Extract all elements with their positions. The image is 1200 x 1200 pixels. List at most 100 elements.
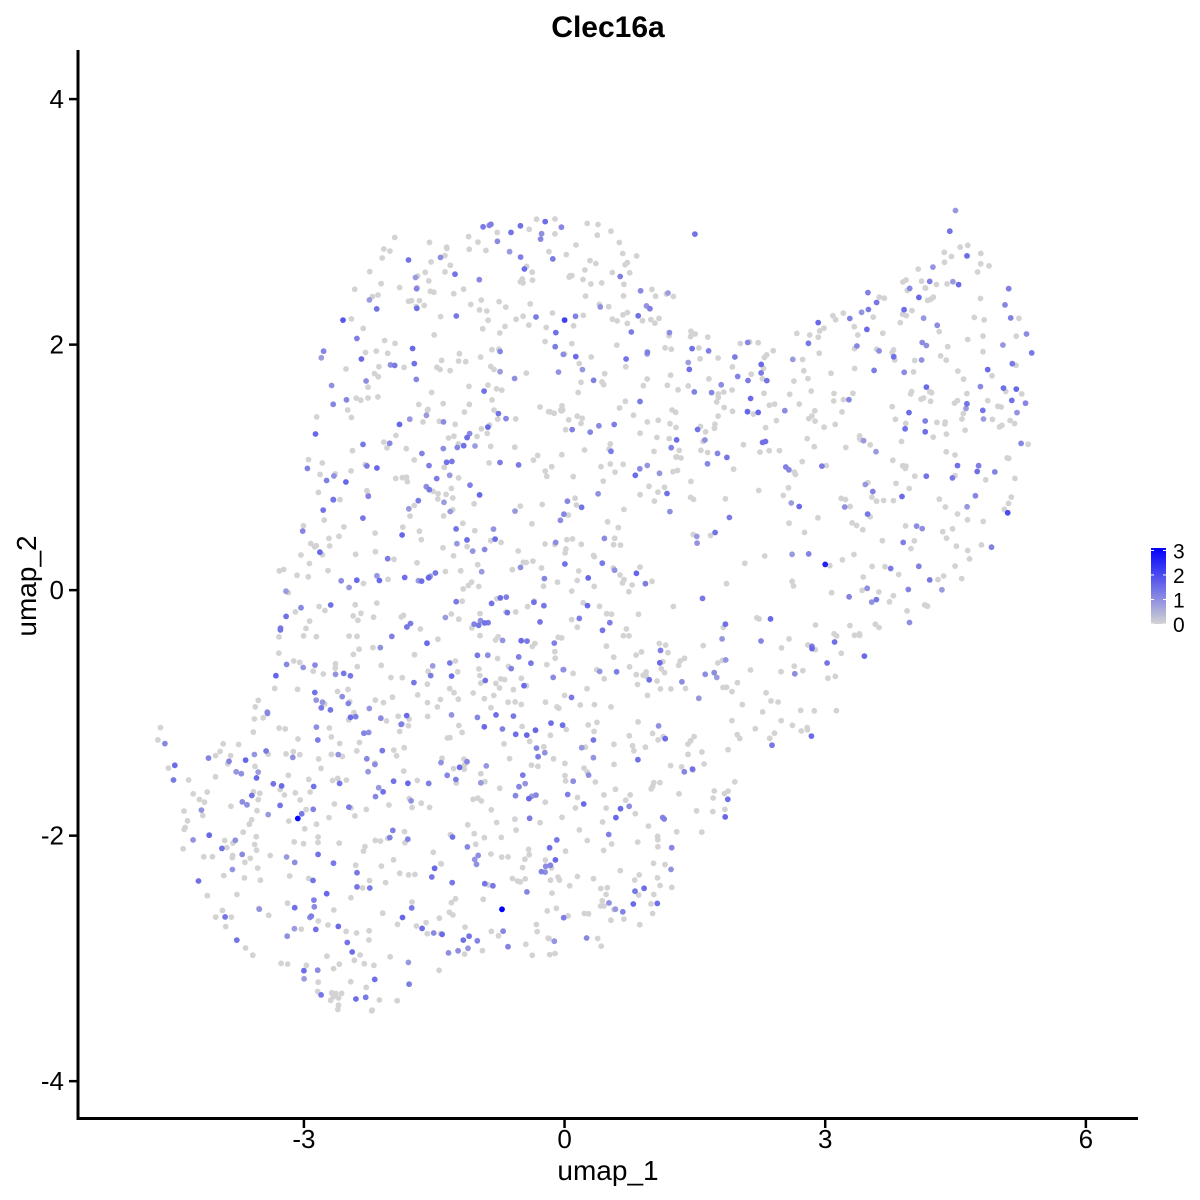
- cell-point: [322, 607, 328, 614]
- cell-point: [913, 523, 920, 529]
- cell-point: [362, 349, 369, 356]
- cell-point: [906, 409, 912, 416]
- cell-point: [655, 737, 661, 743]
- cell-point: [283, 751, 289, 757]
- cell-point: [870, 314, 877, 320]
- cell-point: [975, 462, 982, 469]
- cell-point: [959, 416, 965, 422]
- cell-point: [283, 854, 290, 860]
- cell-point: [325, 922, 331, 928]
- cell-point: [538, 565, 545, 571]
- cell-point: [315, 756, 322, 762]
- cell-point: [824, 660, 830, 666]
- cell-point: [652, 320, 658, 327]
- cell-point: [649, 730, 656, 737]
- cell-point: [246, 821, 253, 828]
- cell-point: [196, 796, 203, 803]
- cell-point: [574, 873, 581, 880]
- cell-point: [503, 415, 509, 422]
- cell-point: [755, 409, 762, 416]
- cell-point: [819, 463, 825, 469]
- legend-colorbar: [1151, 548, 1166, 624]
- cell-point: [335, 923, 342, 930]
- cell-point: [946, 228, 953, 235]
- cell-point: [636, 872, 643, 878]
- cell-point: [283, 588, 289, 595]
- cell-point: [411, 457, 418, 463]
- cell-point: [284, 900, 291, 907]
- cell-point: [374, 572, 380, 579]
- cell-point: [541, 602, 547, 609]
- cell-point: [538, 868, 545, 875]
- cell-point: [565, 912, 571, 919]
- cell-point: [423, 412, 430, 419]
- cell-point: [579, 366, 586, 373]
- cell-point: [292, 609, 299, 615]
- cell-point: [747, 395, 754, 402]
- cell-point: [595, 490, 601, 497]
- cell-point: [626, 803, 633, 810]
- cell-point: [311, 903, 318, 910]
- cell-point: [737, 340, 744, 347]
- cell-point: [626, 732, 633, 739]
- cell-point: [689, 345, 695, 352]
- cell-point: [698, 829, 705, 835]
- cell-point: [378, 280, 384, 287]
- cell-point: [953, 543, 960, 550]
- cell-point: [478, 568, 485, 575]
- cell-point: [384, 350, 391, 357]
- cell-point: [312, 926, 319, 933]
- cell-point: [729, 387, 735, 393]
- cell-point: [371, 962, 377, 969]
- cell-point: [577, 702, 584, 708]
- cell-point: [886, 598, 893, 605]
- cell-point: [981, 317, 987, 323]
- cell-point: [425, 278, 432, 284]
- cell-point: [352, 551, 359, 558]
- cell-point: [494, 238, 501, 245]
- cell-point: [318, 765, 324, 772]
- cell-point: [440, 445, 447, 452]
- cell-point: [980, 518, 987, 525]
- cell-point: [676, 447, 683, 454]
- cell-point: [414, 692, 421, 698]
- cell-point: [471, 621, 477, 627]
- cell-point: [702, 671, 709, 678]
- cell-point: [654, 900, 661, 907]
- cell-point: [926, 577, 933, 583]
- cell-point: [459, 520, 466, 527]
- cell-point: [494, 416, 501, 423]
- cell-point: [890, 497, 897, 504]
- cell-point: [815, 514, 821, 521]
- cell-point: [354, 884, 360, 890]
- cell-point: [688, 478, 694, 485]
- cell-point: [939, 586, 945, 593]
- cell-point: [335, 1002, 342, 1009]
- cell-point: [688, 328, 694, 335]
- cell-point: [450, 552, 457, 559]
- cell-point: [371, 370, 378, 377]
- cell-point: [426, 486, 433, 493]
- cell-point: [506, 248, 513, 255]
- cell-point: [1023, 331, 1030, 337]
- cell-point: [330, 965, 337, 972]
- cell-point: [525, 846, 532, 853]
- cell-point: [424, 713, 431, 720]
- cell-point: [470, 796, 476, 803]
- cell-point: [372, 793, 379, 800]
- cell-point: [744, 339, 751, 346]
- cell-point: [633, 570, 640, 577]
- cell-point: [474, 652, 481, 659]
- cell-point: [695, 695, 702, 702]
- cell-point: [644, 376, 651, 382]
- cell-point: [362, 843, 368, 850]
- cell-point: [464, 821, 471, 828]
- cell-point: [903, 312, 910, 319]
- cell-point: [389, 694, 396, 701]
- cell-point: [977, 383, 984, 390]
- cell-point: [752, 725, 759, 732]
- cell-point: [535, 763, 541, 770]
- cell-point: [522, 856, 528, 863]
- cell-point: [580, 801, 587, 807]
- cell-point: [519, 864, 526, 871]
